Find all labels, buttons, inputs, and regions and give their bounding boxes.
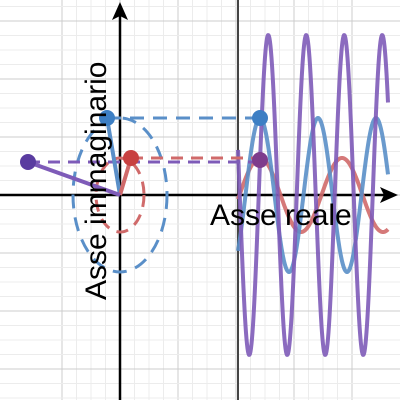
blue-locus (71, 116, 169, 274)
purple-phasor (27, 160, 121, 197)
x-arrow (380, 187, 398, 203)
purple-wave (236, 33, 390, 357)
blue-point (99, 110, 115, 126)
purple-point (20, 154, 36, 170)
red-locus (94, 156, 146, 234)
y-arrow (112, 2, 128, 20)
blue-time-point (252, 110, 268, 126)
blue-phasor (105, 117, 122, 196)
purple-time-point (252, 152, 268, 168)
y-axis-label: Asse immaginario (80, 62, 113, 300)
red-point (123, 150, 139, 166)
x-axis-label: Asse reale (210, 199, 352, 232)
